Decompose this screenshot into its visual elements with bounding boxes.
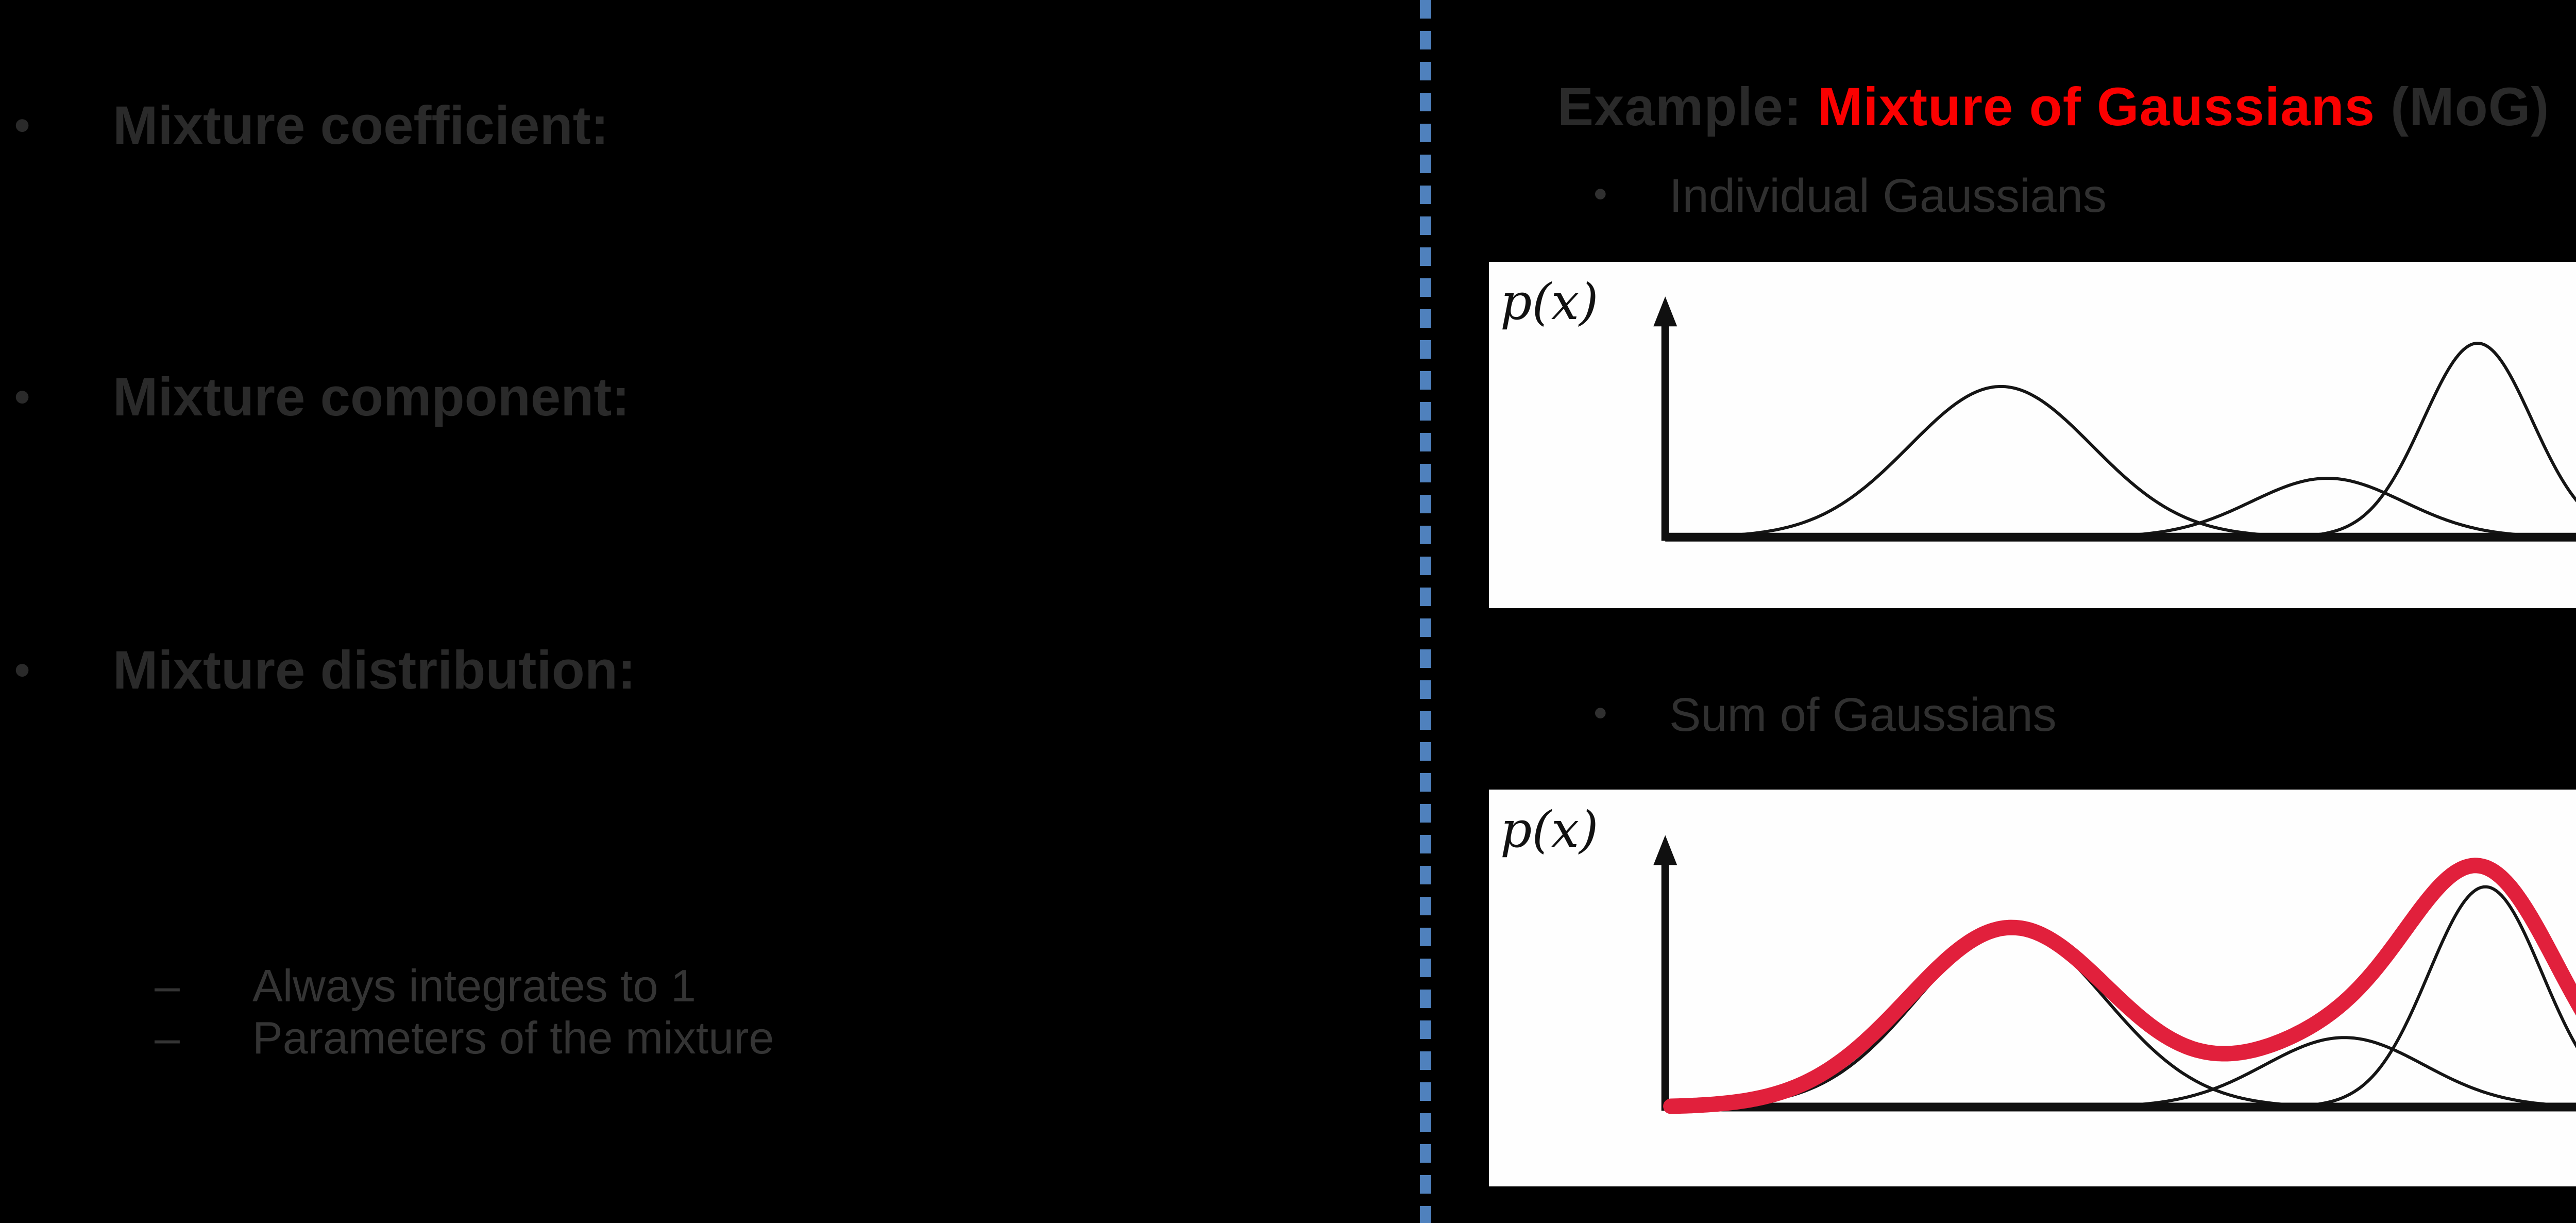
bullet-icon: • (1594, 691, 1607, 735)
dash-icon: – (155, 960, 180, 1011)
list-item: • Mixture distribution: (0, 640, 636, 701)
gaussian-component-3-curve (2297, 342, 2576, 538)
title-highlight: Mixture of Gaussians (1818, 77, 2375, 137)
y-axis-arrow (1653, 835, 1677, 865)
plot-canvas (1653, 835, 2576, 1114)
sub-bullet-label: Parameters of the mixture (252, 1012, 774, 1063)
bullet-icon: • (14, 645, 30, 695)
divider-dashed-line (1420, 0, 1431, 1223)
gaussian-component-1-curve (1698, 384, 2304, 538)
y-axis-arrow (1653, 296, 1677, 327)
list-item: • Sum of Gaussians (0, 688, 2057, 743)
y-axis-label: p(x) (1500, 273, 1599, 331)
bullet-icon: • (14, 100, 30, 150)
list-item: • Mixture coefficient: (0, 95, 609, 156)
bullet-label: Mixture distribution: (113, 640, 636, 700)
dash-icon: – (155, 1012, 180, 1063)
title-suffix: (MoG) (2375, 77, 2550, 137)
bullet-icon: • (14, 372, 30, 422)
title-prefix: Example: (1557, 77, 1818, 137)
bullet-label: Mixture component: (113, 367, 630, 427)
mixture-sum-curve (1663, 858, 2576, 1114)
y-axis-label: p(x) (1500, 801, 1599, 859)
sum-of-gaussians-plot: p(x) x (1489, 790, 2576, 1186)
bullet-label: Sum of Gaussians (1669, 689, 2057, 741)
bullet-label: Mixture coefficient: (113, 95, 609, 156)
gaussian-component-2-curve (2076, 477, 2576, 539)
bullet-icon: • (1594, 172, 1607, 216)
bullet-label: Individual Gaussians (1669, 170, 2107, 222)
left-panel: • Mixture coefficient: • Mixture compone… (0, 95, 774, 1064)
list-item: – Parameters of the mixture (0, 1012, 774, 1064)
list-item: • Individual Gaussians (0, 169, 2107, 224)
gaussian-component-3-curve (2296, 885, 2576, 1108)
list-item: • Mixture component: (0, 367, 630, 428)
gaussian-component-2-curve (2080, 1036, 2576, 1109)
plot-canvas (1653, 296, 2576, 542)
individual-gaussians-plot: p(x) x (1489, 262, 2576, 608)
sub-bullet-label: Always integrates to 1 (252, 960, 696, 1011)
slide-title: Example: Mixture of Gaussians (MoG) (1557, 76, 2549, 138)
list-item: – Always integrates to 1 (0, 960, 696, 1012)
